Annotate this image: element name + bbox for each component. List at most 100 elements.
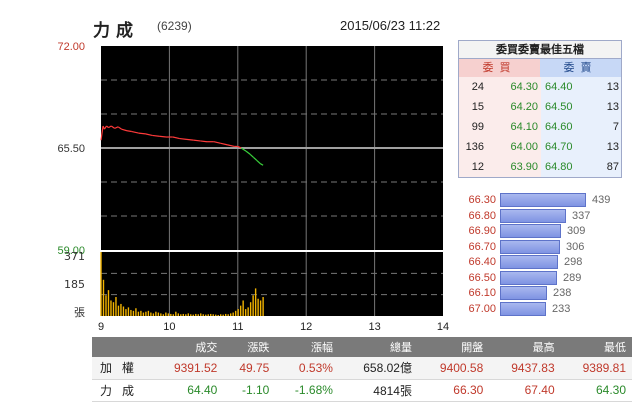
distribution-price: 66.70 bbox=[468, 240, 496, 253]
price-line-segment bbox=[152, 134, 160, 137]
summary-row-index: 加權 9391.52 49.75 0.53% 658.02億 9400.58 9… bbox=[92, 357, 632, 380]
order-book: 委買委賣最佳五檔 委買 委賣 24 64.30 64.40 13 15 64.2… bbox=[458, 40, 622, 178]
bid-qty: 99 bbox=[459, 117, 487, 137]
ask-qty: 7 bbox=[595, 117, 621, 137]
volume-axis-label: 185 bbox=[64, 278, 85, 291]
market-summary-table: 成交 漲跌 漲幅 總量 開盤 最高 最低 加權 9391.52 49.75 0.… bbox=[92, 337, 632, 402]
bid-qty: 15 bbox=[459, 97, 487, 117]
distribution-price: 66.30 bbox=[468, 194, 496, 206]
price-line-segment bbox=[106, 125, 109, 129]
price-line-segment bbox=[179, 137, 187, 140]
distribution-price: 66.10 bbox=[468, 287, 496, 299]
summary-row-name: 力成 bbox=[92, 379, 152, 402]
price-panel bbox=[100, 46, 443, 250]
time-axis-label: 9 bbox=[98, 321, 104, 333]
volume-panel-bg bbox=[101, 252, 443, 316]
summary-cell: 9389.81 bbox=[560, 357, 632, 380]
distribution-bar bbox=[500, 239, 560, 254]
price-line-segment bbox=[103, 125, 107, 130]
bid-price: 63.90 bbox=[487, 157, 541, 177]
summary-cell: 658.02億 bbox=[338, 357, 418, 380]
order-book-row: 15 64.20 64.50 13 bbox=[459, 97, 621, 117]
summary-header: 成交 bbox=[152, 337, 224, 357]
price-line-segment bbox=[138, 132, 146, 135]
price-axis-label: 59.00 bbox=[57, 245, 85, 257]
summary-header-row: 成交 漲跌 漲幅 總量 開盤 最高 最低 bbox=[92, 337, 632, 357]
ask-price: 64.40 bbox=[541, 77, 595, 97]
bid-qty: 136 bbox=[459, 137, 487, 157]
price-line-segment bbox=[159, 135, 167, 138]
price-line-segment bbox=[227, 144, 235, 148]
time-axis-label: 10 bbox=[163, 321, 175, 333]
distribution-bar bbox=[500, 255, 558, 269]
order-book-row: 99 64.10 64.60 7 bbox=[459, 117, 621, 137]
summary-cell: -1.10 bbox=[223, 379, 276, 402]
distribution-price: 66.80 bbox=[468, 209, 496, 222]
quote-datetime: 2015/06/23 11:22 bbox=[340, 18, 441, 33]
summary-cell: 9400.58 bbox=[417, 357, 490, 380]
summary-cell: 64.40 bbox=[152, 379, 224, 402]
order-book-row: 24 64.30 64.40 13 bbox=[459, 77, 621, 97]
summary-cell: 9437.83 bbox=[489, 357, 561, 380]
summary-row-stock: 力成 64.40 -1.10 -1.68% 4814張 66.30 67.40 … bbox=[92, 379, 632, 402]
distribution-bar bbox=[500, 301, 546, 316]
price-line-segment bbox=[245, 150, 251, 155]
ask-price: 64.80 bbox=[541, 157, 595, 177]
distribution-volume: 238 bbox=[553, 287, 572, 299]
volume-axis-label: 張 bbox=[74, 306, 85, 319]
price-line-segment bbox=[117, 126, 122, 130]
price-line-segment bbox=[213, 141, 221, 144]
volume-panel bbox=[100, 252, 443, 316]
ask-qty: 13 bbox=[595, 97, 621, 117]
distribution-bar bbox=[500, 286, 547, 300]
summary-cell: 64.30 bbox=[560, 379, 632, 402]
summary-header: 最低 bbox=[560, 337, 632, 357]
price-line-segment bbox=[260, 163, 264, 166]
bid-qty: 24 bbox=[459, 77, 487, 97]
distribution-volume: 289 bbox=[563, 271, 582, 284]
distribution-volume: 439 bbox=[592, 194, 611, 206]
ask-qty: 87 bbox=[595, 157, 621, 177]
bid-price: 64.00 bbox=[487, 137, 541, 157]
order-book-header: 委買 委賣 bbox=[459, 59, 621, 77]
price-line-segment bbox=[240, 147, 247, 152]
price-line-segment bbox=[237, 145, 242, 149]
ask-price: 64.50 bbox=[541, 97, 595, 117]
price-line-segment bbox=[131, 130, 139, 134]
distribution-price: 66.40 bbox=[468, 256, 496, 268]
bid-price: 64.20 bbox=[487, 97, 541, 117]
summary-header: 最高 bbox=[489, 337, 561, 357]
distribution-price: 66.90 bbox=[468, 225, 496, 237]
price-line-segment bbox=[100, 125, 104, 141]
price-line-segment bbox=[193, 139, 201, 142]
distribution-bar bbox=[500, 193, 586, 207]
bid-header: 委買 bbox=[459, 59, 540, 77]
summary-cell: 66.30 bbox=[417, 379, 490, 402]
summary-header: 總量 bbox=[338, 337, 418, 357]
price-line-segment bbox=[249, 153, 254, 158]
distribution-volume: 233 bbox=[552, 302, 571, 315]
ask-qty: 13 bbox=[595, 137, 621, 157]
price-line-segment bbox=[256, 160, 261, 165]
time-axis-label: 12 bbox=[300, 321, 312, 333]
ask-price: 64.60 bbox=[541, 117, 595, 137]
price-line-segment bbox=[110, 125, 116, 129]
price-line-segment bbox=[121, 128, 128, 132]
time-axis-label: 14 bbox=[437, 321, 449, 333]
distribution-volume: 306 bbox=[566, 240, 585, 253]
summary-cell: 0.53% bbox=[275, 357, 339, 380]
price-line-segment bbox=[126, 130, 132, 133]
summary-cell: 49.75 bbox=[223, 357, 276, 380]
distribution-volume: 298 bbox=[564, 256, 583, 268]
distribution-price: 66.50 bbox=[468, 271, 496, 284]
order-book-row: 136 64.00 64.70 13 bbox=[459, 137, 621, 157]
ask-header: 委賣 bbox=[540, 59, 621, 77]
distribution-bar bbox=[500, 270, 557, 285]
bid-price: 64.10 bbox=[487, 117, 541, 137]
bid-qty: 12 bbox=[459, 157, 487, 177]
price-line-segment bbox=[114, 126, 119, 129]
order-book-title: 委買委賣最佳五檔 bbox=[459, 41, 621, 59]
time-axis-label: 11 bbox=[232, 321, 243, 333]
price-axis-label: 65.50 bbox=[57, 143, 85, 155]
